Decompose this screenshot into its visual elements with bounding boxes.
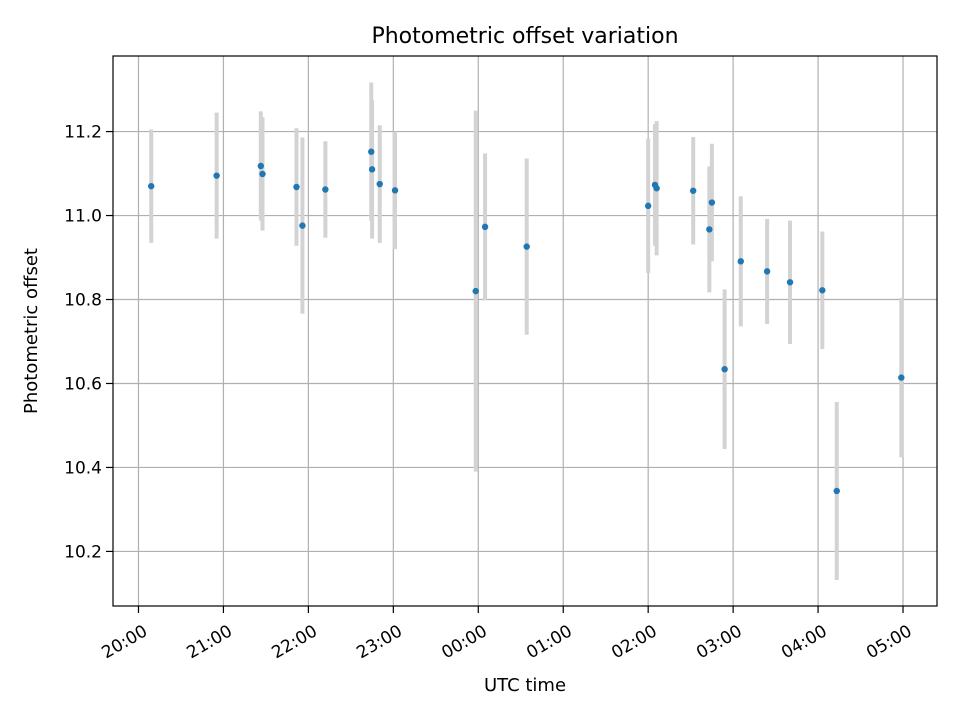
data-point [259, 170, 266, 178]
data-point [293, 183, 300, 191]
x-tick-label: 20:00 [99, 621, 151, 663]
x-tick-label: 03:00 [693, 621, 745, 663]
x-tick-label: 21:00 [183, 621, 235, 663]
data-point [689, 187, 697, 194]
y-tick-label: 10.8 [64, 291, 102, 311]
data-point [706, 226, 713, 233]
chart-title: Photometric offset variation [371, 24, 678, 49]
y-axis-label: Photometric offset [21, 248, 42, 414]
x-tick-label: 04:00 [778, 621, 830, 663]
x-tick-label: 23:00 [353, 621, 405, 663]
x-tick-label: 01:00 [523, 621, 575, 663]
x-tick-label: 02:00 [608, 621, 660, 663]
errorbars [149, 82, 904, 580]
data-point [653, 185, 660, 192]
data-point [721, 366, 728, 373]
data-point [644, 202, 652, 210]
data-point [481, 223, 489, 231]
data-points [148, 148, 905, 495]
data-point [819, 287, 826, 294]
data-point [898, 374, 905, 381]
data-point [148, 182, 155, 190]
data-point [376, 180, 383, 188]
data-point [299, 222, 306, 229]
y-tick-label: 10.2 [64, 542, 102, 562]
plot-frame [112, 55, 938, 607]
x-tick-label: 22:00 [268, 621, 320, 663]
data-point [257, 162, 265, 170]
data-point [833, 487, 840, 495]
x-tick-label: 00:00 [438, 621, 490, 663]
x-tick-label: 05:00 [863, 621, 915, 663]
data-point [472, 287, 479, 295]
y-tick-label: 11.2 [64, 123, 102, 143]
data-point [368, 148, 375, 155]
data-point [737, 258, 744, 265]
data-point [322, 186, 329, 193]
y-tick-label: 11.0 [64, 207, 102, 227]
data-point [523, 243, 530, 250]
data-point [391, 187, 399, 194]
data-point [368, 166, 376, 173]
x-axis-label: UTC time [484, 675, 566, 696]
data-point [763, 268, 771, 275]
y-ticks: 10.2 10.4 10.6 10.8 11.0 11.2 [64, 123, 113, 562]
data-point [708, 199, 716, 206]
y-tick-label: 10.4 [64, 458, 102, 478]
data-point [213, 172, 220, 179]
y-tick-label: 10.6 [64, 374, 102, 394]
x-ticks: 20:00 21:00 22:00 23:00 00:00 01:00 02:00 03:00… [99, 606, 916, 663]
data-point [786, 279, 794, 286]
